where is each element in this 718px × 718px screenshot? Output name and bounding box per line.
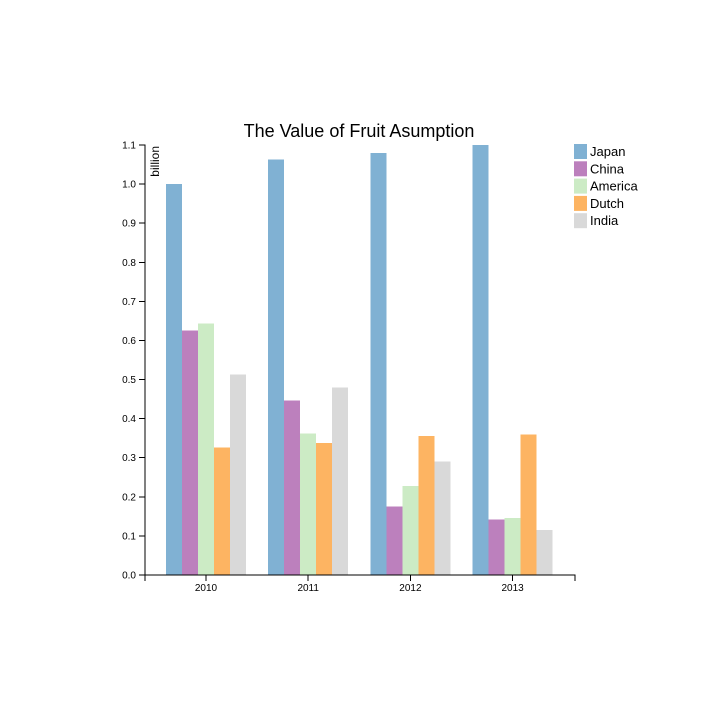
bar-china-2012 bbox=[386, 506, 403, 575]
bar-india-2013 bbox=[536, 530, 553, 575]
bars-layer bbox=[166, 145, 553, 575]
y-tick-label: 0.6 bbox=[122, 336, 136, 347]
bar-america-2012 bbox=[402, 485, 419, 575]
bar-dutch-2013 bbox=[520, 434, 537, 575]
y-tick-label: 0.1 bbox=[122, 531, 136, 542]
x-tick-label: 2013 bbox=[501, 583, 524, 594]
y-tick-label: 0.2 bbox=[122, 492, 136, 503]
legend-label-japan: Japan bbox=[590, 144, 625, 159]
bar-china-2013 bbox=[488, 519, 505, 575]
bar-america-2010 bbox=[198, 323, 214, 575]
x-tick-label: 2012 bbox=[399, 583, 422, 594]
bar-china-2010 bbox=[182, 330, 198, 575]
y-axis-title: billion bbox=[148, 146, 162, 177]
bar-india-2010 bbox=[230, 374, 246, 575]
x-axis-line bbox=[144, 574, 576, 581]
legend-label-america: America bbox=[590, 179, 638, 194]
y-tick-label: 0.4 bbox=[122, 414, 136, 425]
legend-label-dutch: Dutch bbox=[590, 196, 624, 211]
chart-title: The Value of Fruit Asumption bbox=[244, 121, 475, 141]
y-tick-label: 0.7 bbox=[122, 297, 136, 308]
y-tick-label: 0.9 bbox=[122, 219, 136, 230]
legend-label-china: China bbox=[590, 161, 625, 176]
x-tick-label: 2011 bbox=[297, 583, 319, 594]
bar-japan-2013 bbox=[472, 145, 489, 575]
y-tick-label: 0.0 bbox=[122, 571, 136, 582]
bar-america-2011 bbox=[300, 433, 317, 575]
y-tick-label: 1.1 bbox=[122, 141, 136, 152]
bar-india-2011 bbox=[332, 387, 349, 575]
legend-label-india: India bbox=[590, 213, 619, 228]
bar-japan-2011 bbox=[268, 159, 285, 575]
legend-swatch-america bbox=[574, 178, 587, 194]
bar-dutch-2010 bbox=[214, 447, 230, 575]
x-axis: 2010 2011 2012 2013 bbox=[144, 574, 576, 594]
legend-swatch-india bbox=[574, 213, 587, 229]
bar-japan-2012 bbox=[370, 152, 387, 575]
bar-india-2012 bbox=[434, 461, 451, 575]
legend-swatch-dutch bbox=[574, 195, 587, 211]
y-tick-label: 0.3 bbox=[122, 453, 136, 464]
bar-japan-2010 bbox=[166, 184, 182, 575]
y-tick-label: 0.8 bbox=[122, 258, 136, 269]
bar-dutch-2011 bbox=[316, 442, 333, 575]
y-axis: 0.0 0.1 0.2 0.3 0.4 0.5 0.6 0.7 0.8 0.9 1.0 1.1 bbox=[122, 141, 146, 582]
y-tick-label: 0.5 bbox=[122, 375, 136, 386]
legend-swatch-china bbox=[574, 161, 587, 177]
legend: Japan China America Dutch India bbox=[574, 144, 638, 229]
x-tick-label: 2010 bbox=[195, 583, 218, 594]
bar-dutch-2012 bbox=[418, 436, 435, 575]
y-tick-label: 1.0 bbox=[122, 180, 136, 191]
bar-america-2013 bbox=[504, 517, 521, 575]
bar-china-2011 bbox=[284, 400, 301, 575]
y-axis-line bbox=[139, 144, 146, 576]
legend-swatch-japan bbox=[574, 144, 587, 159]
